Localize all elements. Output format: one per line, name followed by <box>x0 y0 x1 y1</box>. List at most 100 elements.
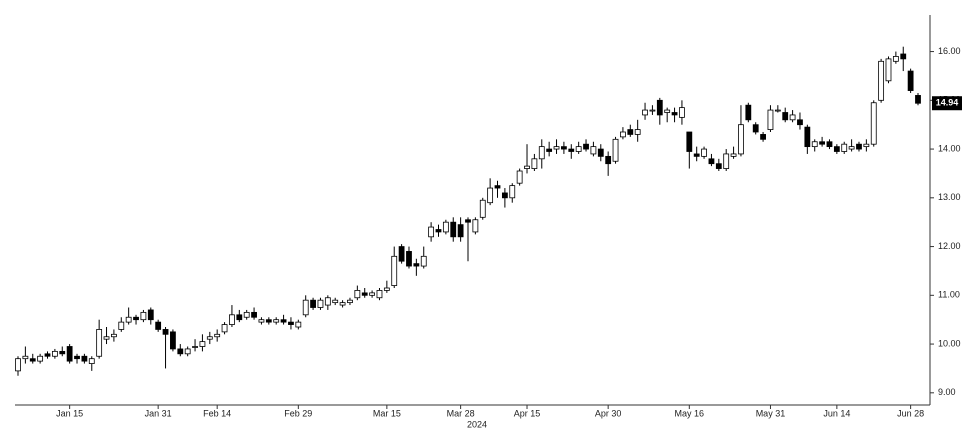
candle-body <box>59 350 66 355</box>
candle-body <box>15 358 21 372</box>
candle-body <box>140 311 147 321</box>
candle-body <box>354 290 361 299</box>
candle-body <box>819 141 825 145</box>
candle-body <box>561 146 567 150</box>
candle-body <box>251 311 257 318</box>
candle-body <box>782 112 789 121</box>
candle-body <box>553 146 560 150</box>
candle-body <box>516 170 523 184</box>
candle-body <box>398 246 405 262</box>
candle-body <box>199 341 206 347</box>
candle-body <box>583 143 589 150</box>
x-axis-label: 2024 <box>467 419 487 429</box>
candle-body <box>44 353 51 357</box>
candle-body <box>701 148 707 157</box>
candle-body <box>797 119 803 126</box>
x-tick-label: Mar 28 <box>447 408 475 418</box>
candle-body <box>745 104 752 121</box>
candle-body <box>811 141 818 148</box>
y-tick-label: 12.00 <box>938 241 961 251</box>
candle-body <box>369 292 375 296</box>
candle-body <box>546 148 553 152</box>
candle-body <box>29 358 36 362</box>
candle-body <box>103 336 110 340</box>
candle-body <box>590 146 597 155</box>
candle-body <box>715 163 722 169</box>
candle-body <box>693 153 700 157</box>
candle-body <box>243 311 250 318</box>
candle-body <box>774 109 781 112</box>
candle-body <box>487 187 494 204</box>
candle-body <box>420 255 427 267</box>
candle-body <box>833 146 840 152</box>
x-tick-label: Mar 15 <box>373 408 401 418</box>
candle-body <box>133 316 139 321</box>
candle-body <box>531 158 538 169</box>
candle-body <box>826 141 833 148</box>
candle-body <box>612 138 619 162</box>
candle-body <box>708 158 715 165</box>
candle-body <box>74 355 80 360</box>
candle-body <box>37 355 44 362</box>
candle-body <box>856 143 862 150</box>
candle-body <box>870 102 877 145</box>
x-tick-label: Jan 15 <box>56 408 83 418</box>
candle-body <box>605 155 612 165</box>
candle-body <box>841 143 848 152</box>
candle-body <box>679 107 685 118</box>
candle-body <box>627 129 634 135</box>
candle-body <box>162 329 169 335</box>
candle-body <box>575 146 582 152</box>
candle-body <box>767 109 774 130</box>
candle-body <box>339 302 346 306</box>
candle-body <box>501 192 508 199</box>
candle-body <box>229 314 235 325</box>
candle-body <box>494 185 501 189</box>
candle-body <box>347 299 353 304</box>
x-tick-label: Jan 31 <box>145 408 172 418</box>
last-price-box <box>932 96 962 111</box>
x-tick-label: Feb 29 <box>284 408 312 418</box>
candle-body <box>620 131 626 138</box>
candle-body <box>125 316 132 323</box>
candle-body <box>472 219 479 233</box>
candle-body <box>147 309 154 321</box>
candle-body <box>597 148 604 157</box>
x-tick-label: Jun 28 <box>897 408 924 418</box>
candle-body <box>664 109 671 113</box>
y-tick-label: 10.00 <box>938 338 961 348</box>
candle-body <box>332 299 339 304</box>
x-tick-label: Feb 14 <box>203 408 231 418</box>
candle-body <box>376 290 383 299</box>
candle-body <box>81 355 88 362</box>
candle-body <box>789 114 796 121</box>
candle-body <box>324 297 331 306</box>
candle-body <box>907 70 914 91</box>
candle-body <box>88 358 95 364</box>
candle-body <box>723 153 730 169</box>
candle-body <box>155 321 162 330</box>
candle-body <box>885 58 892 82</box>
candle-body <box>288 321 294 325</box>
candle-body <box>509 185 516 199</box>
candle-body <box>265 319 272 323</box>
candle-body <box>406 251 412 267</box>
candle-body <box>310 299 316 308</box>
candle-body <box>383 287 390 291</box>
candle-body <box>236 314 243 321</box>
candle-body <box>442 221 449 233</box>
candle-body <box>192 346 198 348</box>
candle-body <box>465 219 471 223</box>
candle-body <box>111 333 117 338</box>
candle-body <box>22 355 29 360</box>
candle-body <box>391 255 398 286</box>
x-tick-label: Apr 30 <box>595 408 622 418</box>
candle-body <box>214 333 221 338</box>
candle-body <box>634 129 641 135</box>
candle-body <box>317 299 324 308</box>
candle-body <box>450 221 457 238</box>
candle-body <box>538 146 545 160</box>
candle-body <box>280 319 287 323</box>
candle-body <box>738 124 744 155</box>
